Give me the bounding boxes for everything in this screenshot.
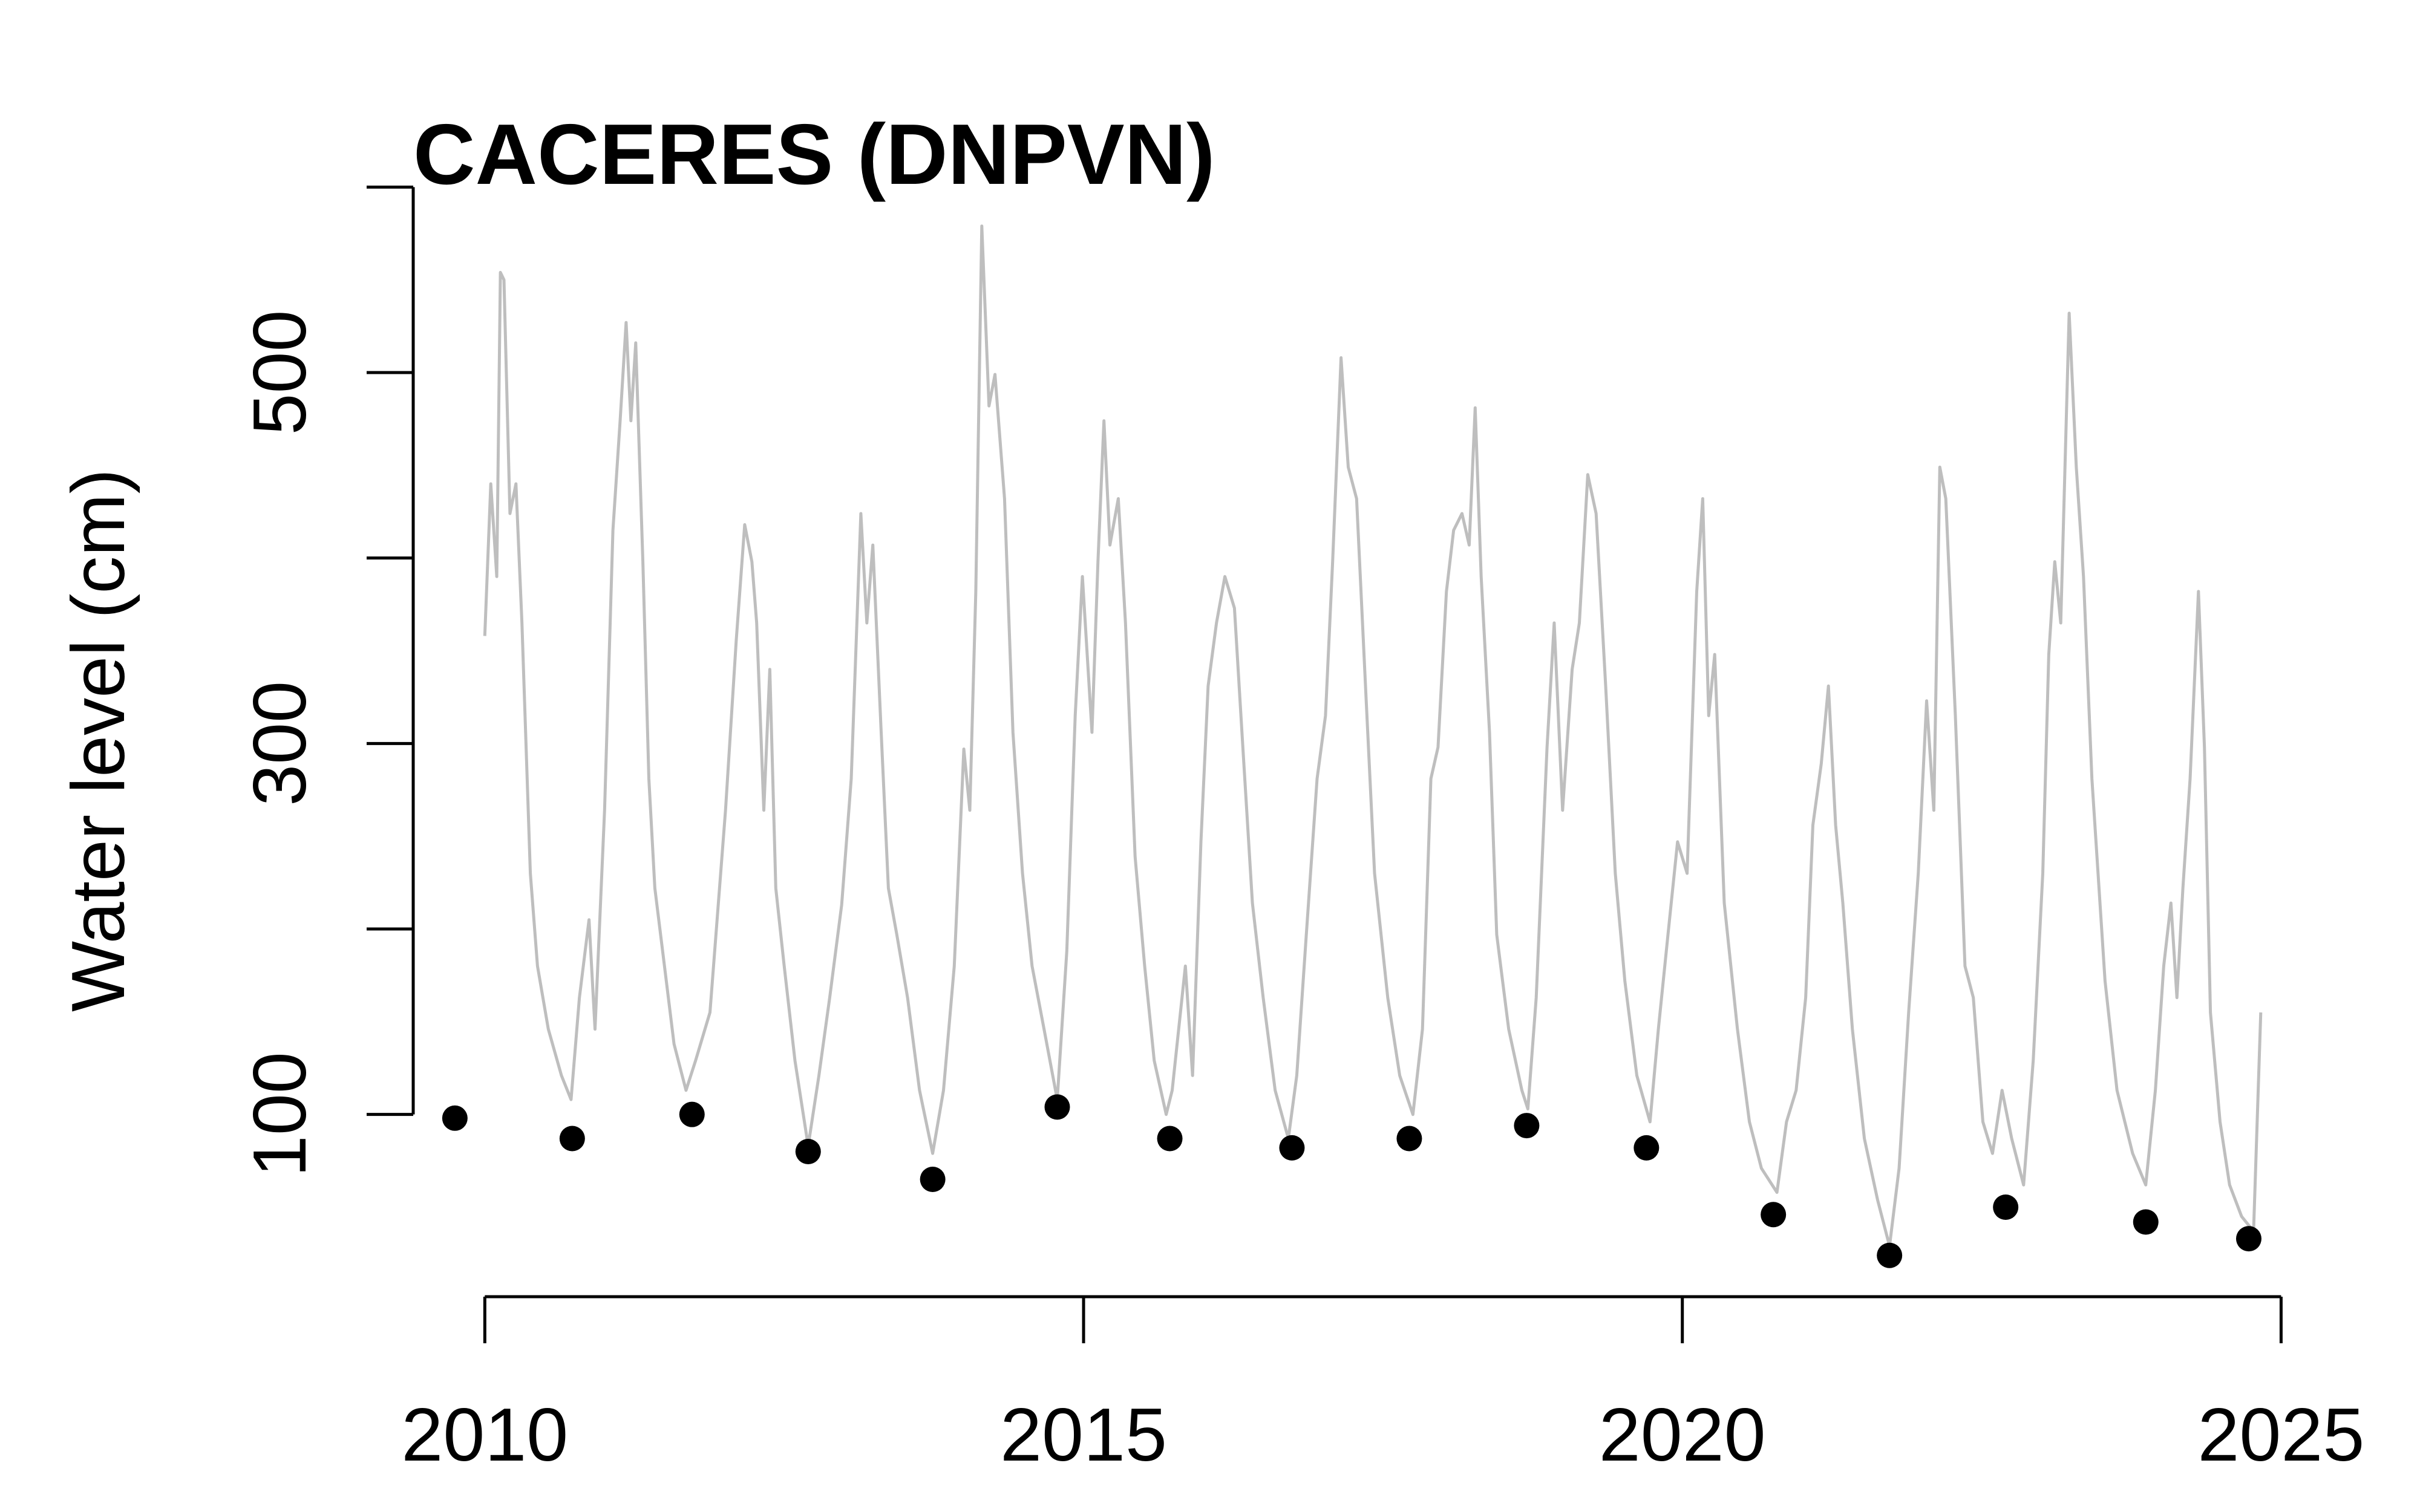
data-point bbox=[1993, 1194, 2019, 1220]
x-tick-label: 2010 bbox=[401, 1393, 568, 1477]
data-point bbox=[795, 1139, 821, 1164]
y-axis-title: Water level (cm) bbox=[57, 469, 140, 1012]
data-point bbox=[1634, 1135, 1660, 1161]
data-point bbox=[1157, 1126, 1183, 1152]
data-point bbox=[559, 1126, 585, 1152]
data-point bbox=[442, 1105, 468, 1131]
x-tick-label: 2025 bbox=[2197, 1393, 2364, 1477]
data-point bbox=[679, 1101, 705, 1127]
data-point bbox=[920, 1167, 946, 1192]
data-point bbox=[2133, 1209, 2159, 1235]
chart-title: CACERES (DNPVN) bbox=[413, 106, 1215, 203]
y-tick-label: 100 bbox=[238, 1052, 322, 1177]
y-tick-label: 500 bbox=[238, 310, 322, 435]
x-tick-label: 2015 bbox=[1000, 1393, 1167, 1477]
data-point bbox=[1044, 1094, 1070, 1120]
data-point bbox=[1877, 1242, 1903, 1268]
data-point bbox=[1761, 1202, 1787, 1228]
x-tick-label: 2020 bbox=[1599, 1393, 1766, 1477]
data-line bbox=[483, 224, 2263, 1248]
data-point bbox=[2235, 1226, 2261, 1252]
data-point bbox=[1514, 1113, 1540, 1139]
y-tick-label: 300 bbox=[238, 681, 322, 806]
data-point bbox=[1279, 1135, 1305, 1161]
data-point bbox=[1396, 1126, 1422, 1152]
